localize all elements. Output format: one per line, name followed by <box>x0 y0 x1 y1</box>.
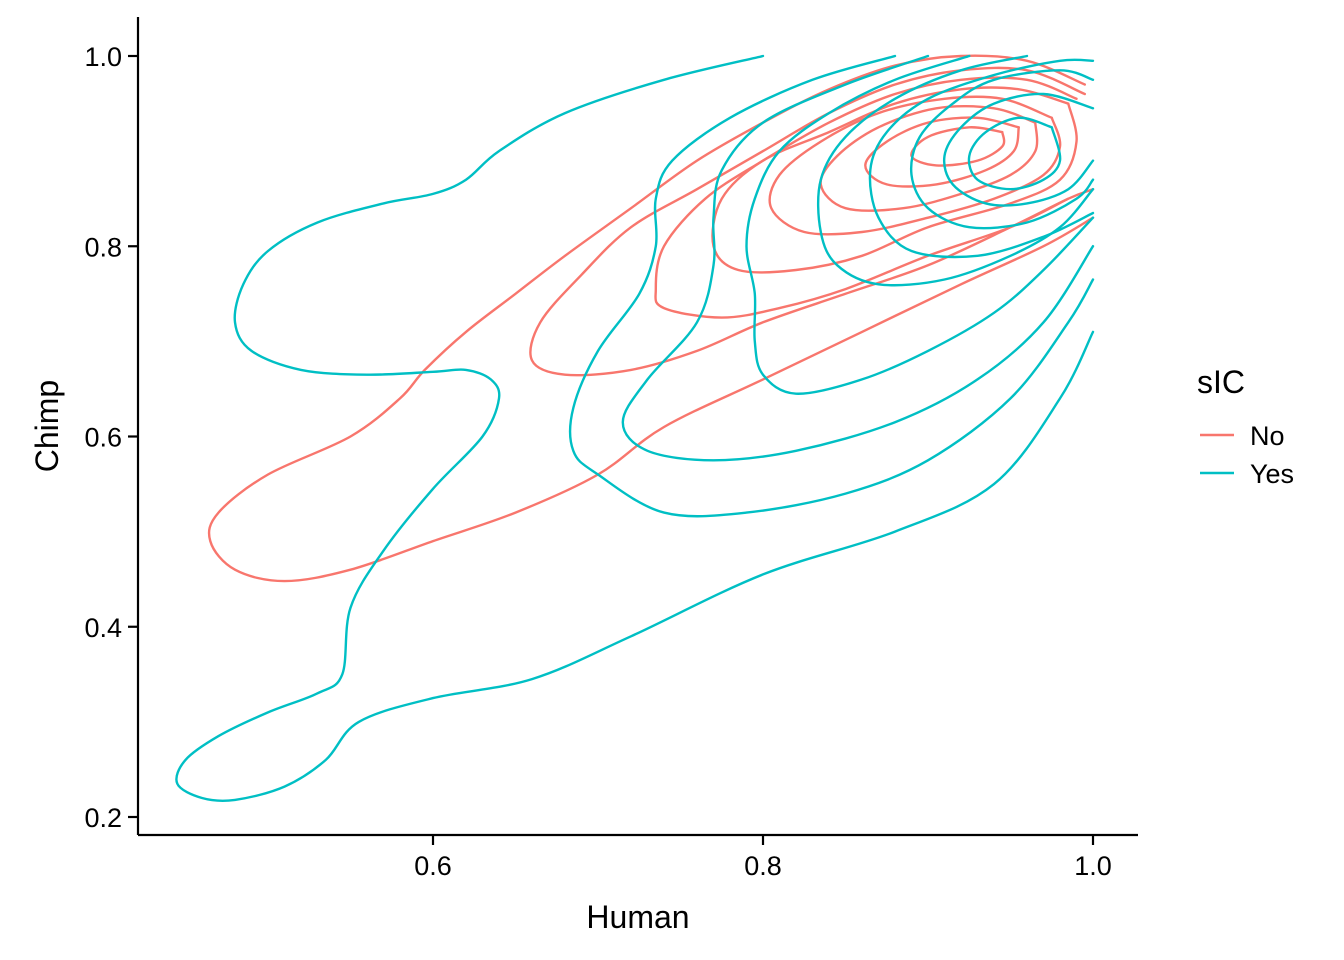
y-tick-label: 1.0 <box>84 42 122 72</box>
contour-no-5 <box>768 95 1062 236</box>
contour-no-7 <box>864 116 1020 188</box>
contour-yes-5 <box>816 54 1095 287</box>
legend-title: sIC <box>1197 364 1245 400</box>
x-axis-title: Human <box>586 899 689 935</box>
x-tick-label: 0.8 <box>744 851 782 881</box>
contour-yes-6 <box>868 58 1095 259</box>
contour-yes-9 <box>967 116 1062 191</box>
x-tick-label: 1.0 <box>1074 851 1112 881</box>
contour-no-2 <box>529 66 1095 377</box>
y-tick-label: 0.4 <box>84 613 122 643</box>
y-tick-label: 0.2 <box>84 803 122 833</box>
contour-no-4 <box>711 86 1078 274</box>
contour-yes-3 <box>621 54 1095 462</box>
contour-yes-7 <box>909 69 1095 230</box>
y-tick-label: 0.8 <box>84 232 122 262</box>
contour-no-8 <box>910 126 1006 167</box>
series-yes <box>175 54 1095 803</box>
contour-no-1 <box>207 54 1095 583</box>
legend-item-no: No <box>1200 421 1285 451</box>
legend-label: No <box>1250 421 1285 451</box>
x-tick-label: 0.6 <box>414 851 452 881</box>
contour-yes-8 <box>942 92 1095 207</box>
legend: sIC No Yes <box>1197 364 1294 489</box>
legend-entries: No Yes <box>1200 421 1294 489</box>
y-tick-label: 0.6 <box>84 423 122 453</box>
contours-layer <box>175 54 1095 803</box>
contour-no-6 <box>819 105 1039 212</box>
contour-yes-1 <box>175 54 1095 803</box>
legend-label: Yes <box>1250 459 1294 489</box>
contour-yes-4 <box>745 54 1095 395</box>
contour-no-3 <box>654 76 1078 319</box>
y-axis-title: Chimp <box>29 380 65 472</box>
contour-yes-2 <box>568 54 1095 518</box>
y-ticks: 0.2 0.4 0.6 0.8 1.0 <box>84 42 138 833</box>
series-no <box>207 54 1095 583</box>
x-ticks: 0.6 0.8 1.0 <box>414 835 1112 881</box>
legend-item-yes: Yes <box>1200 459 1294 489</box>
